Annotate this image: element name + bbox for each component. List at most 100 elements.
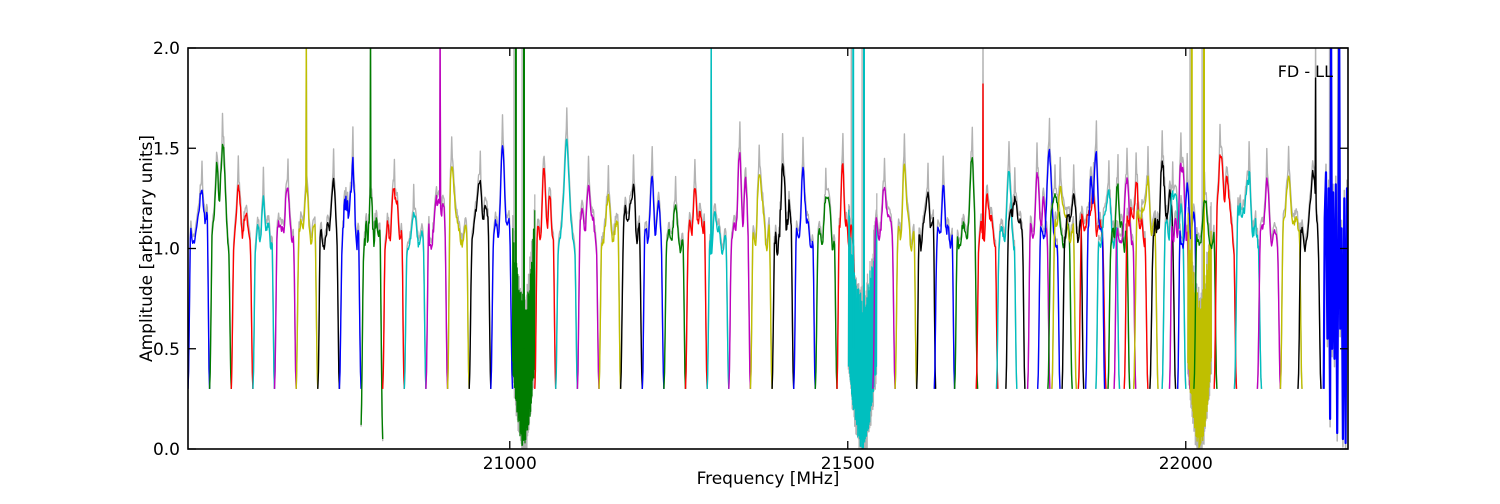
axis-ticks xyxy=(188,47,1348,450)
spectrum-band-chunk xyxy=(933,184,956,389)
unflagged-band-chunk xyxy=(230,155,254,389)
spectrum-band-chunk xyxy=(1161,190,1187,389)
spectrum-band-chunk xyxy=(619,183,643,389)
spectrum-band-chunk xyxy=(1297,77,1322,389)
unflagged-band-chunk xyxy=(1123,152,1149,389)
spectrum-band-chunk xyxy=(208,143,232,389)
unflagged-band-chunk xyxy=(872,157,896,389)
spectrum-band-chunk xyxy=(1168,162,1191,389)
x-tick-label: 21000 xyxy=(483,454,537,474)
unflagged-band-chunk xyxy=(619,154,643,389)
spectrum-band-chunk xyxy=(706,48,730,389)
unflagged-band-chunk xyxy=(338,126,362,389)
unflagged-band-chunk xyxy=(663,175,687,389)
spectrum-band-chunk xyxy=(230,184,254,389)
spectrum-rfi-chunk xyxy=(511,210,536,446)
spectrum-band-chunk xyxy=(1051,185,1077,389)
spectrum-band-chunk xyxy=(975,83,999,389)
spectrum-band-chunk xyxy=(793,166,816,389)
polarization-annotation: FD - LL xyxy=(1278,62,1333,81)
unflagged-band-chunk xyxy=(446,136,470,389)
spectrum-band-chunk xyxy=(576,184,600,389)
unflagged-band-chunk xyxy=(1193,171,1218,389)
spectrum-band-chunk xyxy=(771,163,795,389)
spectrum-band-chunk xyxy=(555,138,579,389)
spectrum-band-chunk xyxy=(894,163,918,389)
spectrum-band-chunk xyxy=(1026,171,1051,389)
unflagged-band-chunk xyxy=(188,160,211,389)
spectrum-band-chunk xyxy=(995,170,1018,389)
spectrum-band-chunk xyxy=(1123,181,1149,389)
x-tick-label: 21500 xyxy=(821,454,875,474)
spectrum-band-chunk xyxy=(598,193,622,389)
unflagged-band-chunk xyxy=(953,126,979,389)
unflagged-band-chunk xyxy=(1051,156,1077,389)
spectrum-band-chunk xyxy=(728,151,752,389)
y-tick-label: 0.5 xyxy=(153,340,180,360)
unflagged-band-chunk xyxy=(916,162,937,389)
unflagged-band-chunk xyxy=(1233,140,1263,389)
spectrum-band-chunk xyxy=(534,167,557,389)
spectrum-band-chunk xyxy=(1233,170,1263,389)
spectrum-band-chunk xyxy=(1085,150,1106,389)
unflagged-band-chunk xyxy=(814,167,838,389)
unflagged-band-chunk xyxy=(273,158,297,389)
spectrum-band-chunk xyxy=(382,187,405,389)
spectrum-band-chunk xyxy=(663,204,687,389)
spectrum-band-chunk xyxy=(953,156,979,389)
y-tick-label: 1.0 xyxy=(153,240,180,260)
y-tick-label: 2.0 xyxy=(153,39,180,59)
spectrum-band-chunk xyxy=(1193,199,1218,389)
spectrum-band-chunk xyxy=(916,191,937,389)
spectrum-band-chunk xyxy=(684,187,708,389)
spectrum-band-chunk xyxy=(317,177,341,389)
unflagged-band-chunk xyxy=(728,121,752,389)
unflagged-band-chunk xyxy=(468,150,492,389)
unflagged-band-chunk xyxy=(317,148,341,389)
spectrum-band-chunk xyxy=(1133,175,1159,389)
unflagged-band-chunk xyxy=(975,48,999,389)
spectrum-band-chunk xyxy=(872,186,896,389)
spectrum-band-chunk xyxy=(749,174,773,389)
x-axis-label: Frequency [MHz] xyxy=(697,469,840,489)
spectrum-band-chunk xyxy=(1177,182,1198,389)
y-tick-label: 1.5 xyxy=(153,139,180,159)
unflagged-band-chunk xyxy=(576,155,600,389)
spectrum-band-chunk xyxy=(490,145,514,389)
y-axis-label: Amplitude [arbitrary units] xyxy=(137,135,157,362)
spectrum-band-chunk xyxy=(1037,148,1061,389)
spectrum-band-chunk xyxy=(295,48,319,389)
spectrum-band-chunk xyxy=(1213,154,1238,389)
unflagged-band-chunk xyxy=(1213,123,1238,389)
spectrum-band-chunk xyxy=(1095,189,1121,389)
unflagged-band-chunk xyxy=(598,164,622,389)
spectrum-band-chunk xyxy=(1256,177,1282,389)
spectrum-band-chunk xyxy=(1005,195,1026,389)
spectrum-band-chunk xyxy=(360,48,384,440)
unflagged-band-chunk xyxy=(382,158,405,389)
spectrum-band-chunk xyxy=(641,175,665,389)
spectrum-band-chunk xyxy=(425,48,449,389)
spectrum-band-chunk xyxy=(446,166,470,389)
spectrum-edge-chunk xyxy=(1322,48,1348,445)
unflagged-band-chunk xyxy=(555,107,579,389)
spectrum-band-chunk xyxy=(1113,177,1137,389)
spectrum-band-chunk xyxy=(1061,193,1085,389)
x-tick-label: 22000 xyxy=(1159,454,1213,474)
axis-tick-labels: 21000 21500 22000 0.0 0.5 1.0 1.5 2.0 xyxy=(153,39,1213,474)
unflagged-band-chunk xyxy=(771,132,795,389)
subband-spectra-layer xyxy=(188,48,1348,449)
unflagged-band-chunk xyxy=(490,114,514,389)
unflagged-band-chunk xyxy=(1005,167,1026,389)
unflagged-band-chunk xyxy=(894,133,918,389)
spectrum-band-chunk xyxy=(273,187,297,389)
spectrum-band-chunk xyxy=(403,211,427,389)
unflagged-band-chunk xyxy=(793,136,816,389)
spectrum-band-chunk xyxy=(188,189,211,389)
spectrum-band-chunk xyxy=(252,195,276,389)
spectrum-band-chunk xyxy=(814,196,838,389)
spectrum-band-chunk xyxy=(338,156,362,389)
spectrum-band-chunk xyxy=(1107,183,1131,389)
